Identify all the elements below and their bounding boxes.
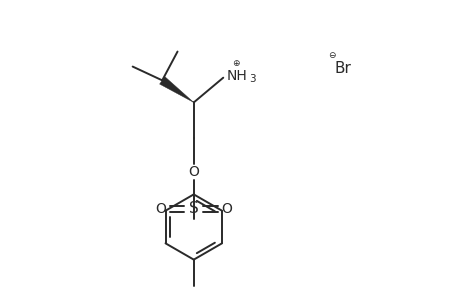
Text: O: O	[188, 165, 199, 179]
Text: O: O	[220, 202, 231, 216]
Text: 3: 3	[248, 74, 255, 85]
Text: O: O	[155, 202, 166, 216]
Text: NH: NH	[226, 69, 246, 83]
Text: ⊕: ⊕	[232, 59, 240, 68]
Text: S: S	[189, 202, 198, 217]
Text: Br: Br	[333, 61, 350, 76]
Polygon shape	[159, 76, 193, 102]
Text: ⊖: ⊖	[327, 51, 335, 60]
